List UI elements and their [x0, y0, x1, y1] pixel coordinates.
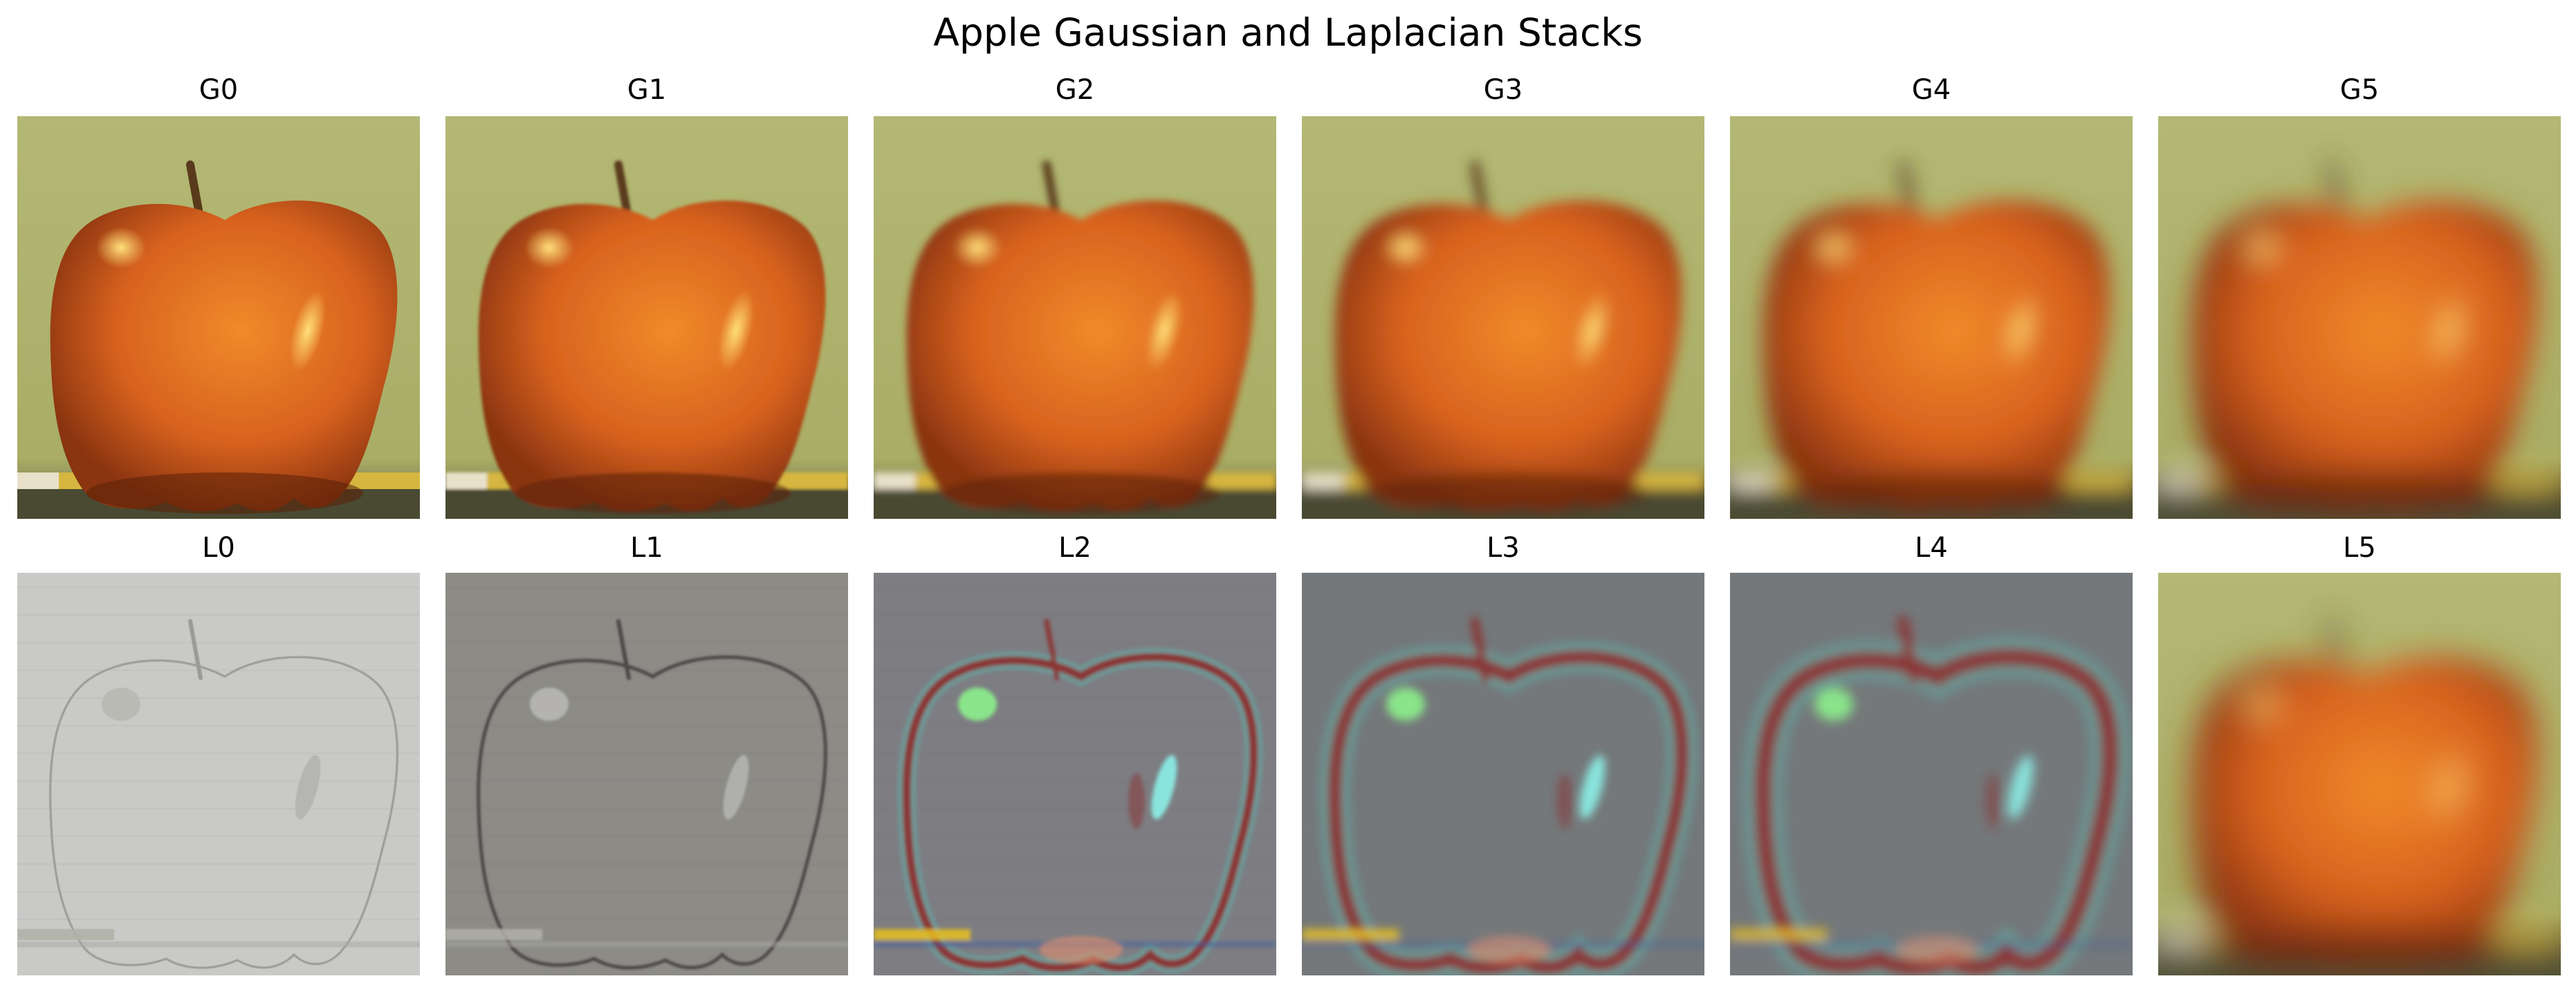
panel-title-g5: G5 — [2339, 74, 2380, 106]
laplacian-image-l3 — [1302, 573, 1704, 975]
gaussian-image-g4 — [1730, 116, 2133, 519]
gaussian-image-g5 — [2158, 116, 2561, 519]
panel-title-l2: L2 — [1058, 532, 1092, 564]
panel-title-g0: G0 — [199, 74, 239, 106]
panel-title-l3: L3 — [1487, 532, 1520, 564]
panel-title-l0: L0 — [202, 532, 235, 564]
laplacian-image-l5 — [2158, 573, 2561, 975]
gaussian-image-g0 — [17, 116, 420, 519]
panel-title-g3: G3 — [1483, 74, 1523, 106]
figure-title: Apple Gaussian and Laplacian Stacks — [933, 10, 1643, 55]
panel-title-g4: G4 — [1911, 74, 1951, 106]
gaussian-image-g3 — [1302, 116, 1704, 519]
laplacian-image-l4 — [1730, 573, 2133, 975]
gaussian-image-g1 — [445, 116, 848, 519]
panel-title-l4: L4 — [1915, 532, 1948, 564]
laplacian-image-l2 — [874, 573, 1276, 975]
panel-title-l1: L1 — [630, 532, 663, 564]
laplacian-image-l1 — [445, 573, 848, 975]
panel-title-g1: G1 — [627, 74, 667, 106]
panel-title-g2: G2 — [1055, 74, 1095, 106]
gaussian-image-g2 — [874, 116, 1276, 519]
panel-title-l5: L5 — [2343, 532, 2376, 564]
laplacian-image-l0 — [17, 573, 420, 975]
